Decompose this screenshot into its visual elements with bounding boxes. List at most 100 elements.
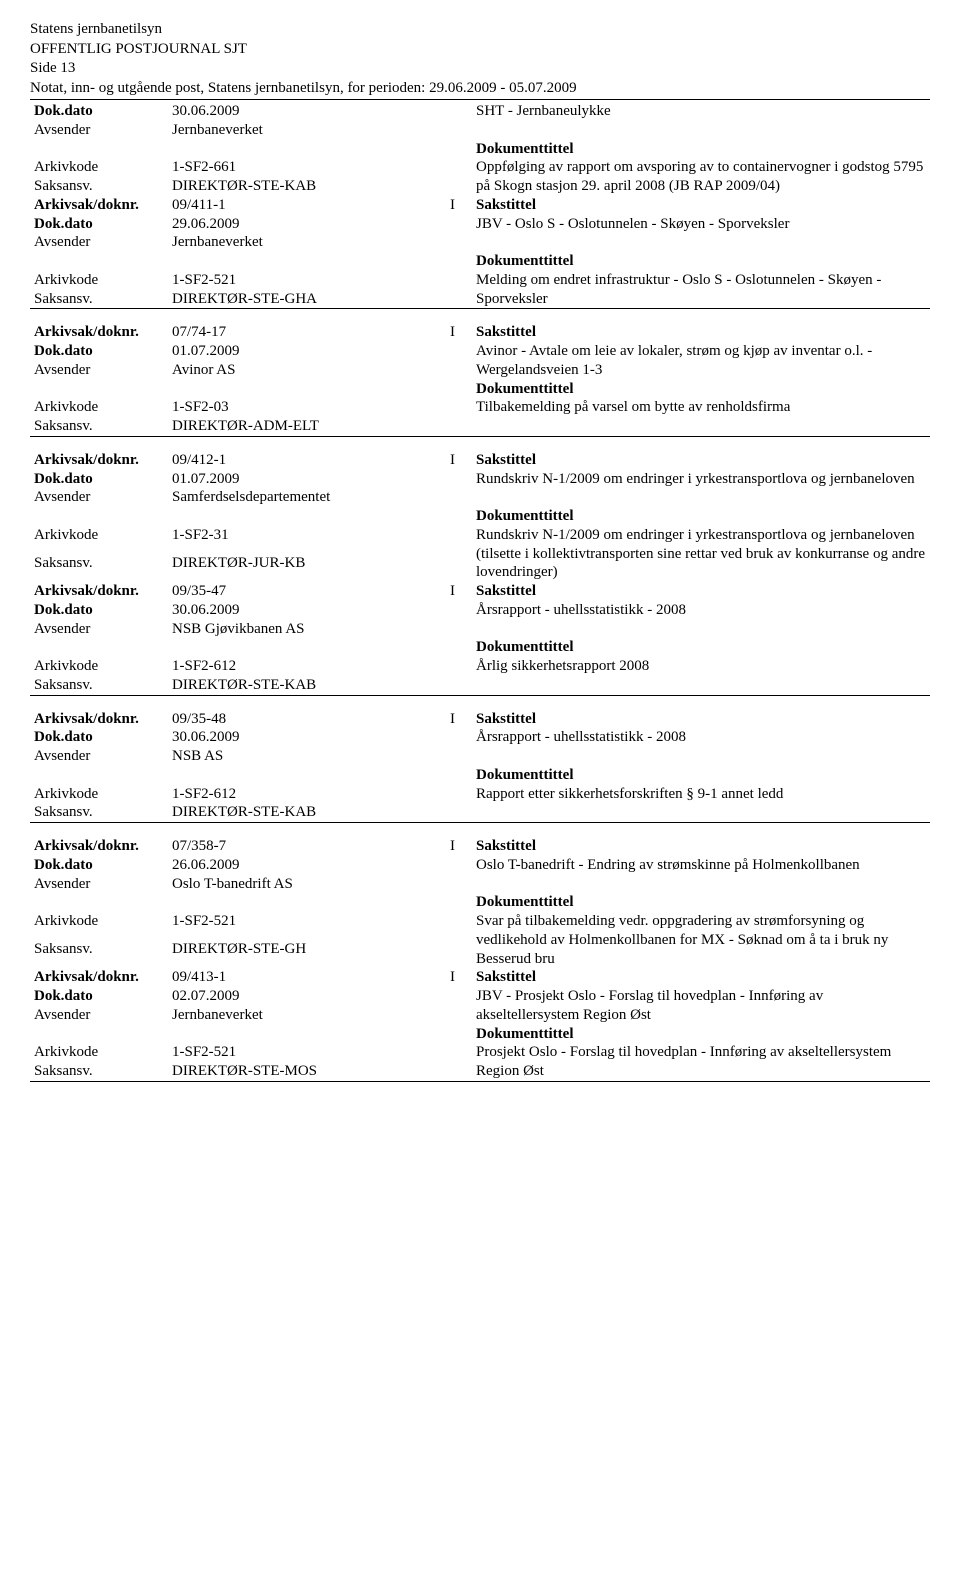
label-arkivkode: Arkivkode [30,158,168,177]
value-saksansv: DIREKTØR-STE-KAB [168,177,446,196]
value-arkivkode: 1-SF2-31 [168,526,446,554]
value-avsender: Oslo T-banedrift AS [168,875,446,894]
io-indicator: I [446,451,472,470]
label-avsender: Avsender [30,620,168,639]
label-sakstittel: Sakstittel [472,968,930,987]
value-arkivkode: 1-SF2-612 [168,657,446,676]
value-dokdato: 01.07.2009 [168,342,446,361]
label-arkivkode: Arkivkode [30,398,168,417]
value-sakstext: JBV - Oslo S - Oslotunnelen - Skøyen - S… [472,215,930,253]
label-arkivsak: Arkivsak/doknr. [30,323,168,342]
value-sakstext: Avinor - Avtale om leie av lokaler, strø… [472,342,930,380]
header-org: Statens jernbanetilsyn [30,20,930,40]
value-doktext: Rundskriv N-1/2009 om endringer i yrkest… [472,526,930,582]
label-dokumenttittel: Dokumenttittel [472,140,930,159]
label-sakstittel: Sakstittel [472,582,930,601]
label-sakstittel: Sakstittel [472,323,930,342]
value-doktext: Prosjekt Oslo - Forslag til hovedplan - … [472,1043,930,1081]
value-dokdato: 29.06.2009 [168,215,446,234]
label-sakstittel: Sakstittel [472,837,930,856]
value-dokdato: 02.07.2009 [168,987,446,1006]
value-avsender: NSB AS [168,747,446,766]
label-avsender: Avsender [30,747,168,766]
label-dokdato: Dok.dato [30,102,168,121]
value-arkivsak: 07/358-7 [168,837,446,856]
value-sakstext: Rundskriv N-1/2009 om endringer i yrkest… [472,470,930,508]
header-page: Side 13 [30,59,930,79]
value-saksansv: DIREKTØR-STE-MOS [168,1062,446,1081]
label-sakstittel: Sakstittel [472,451,930,470]
journal-table: Dok.dato30.06.2009SHT - JernbaneulykkeAv… [30,102,930,1082]
value-sakstext: Oslo T-banedrift - Endring av strømskinn… [472,856,930,894]
value-arkivsak: 09/412-1 [168,451,446,470]
label-dokdato: Dok.dato [30,215,168,234]
header-period: Notat, inn- og utgående post, Statens je… [30,79,930,101]
io-indicator: I [446,582,472,601]
value-dokdato: 30.06.2009 [168,601,446,620]
label-sakstittel: Sakstittel [472,710,930,729]
value-avsender: Jernbaneverket [168,121,446,140]
value-saksansv: DIREKTØR-STE-GHA [168,290,446,309]
value-doktext: Rapport etter sikkerhetsforskriften § 9-… [472,785,930,823]
value-arkivsak: 09/35-47 [168,582,446,601]
label-arkivkode: Arkivkode [30,785,168,804]
label-saksansv: Saksansv. [30,290,168,309]
value-arkivsak: 09/411-1 [168,196,446,215]
label-dokumenttittel: Dokumenttittel [472,1025,930,1044]
label-saksansv: Saksansv. [30,1062,168,1081]
label-dokdato: Dok.dato [30,987,168,1006]
header-title: OFFENTLIG POSTJOURNAL SJT [30,40,930,60]
label-sakstittel: Sakstittel [472,196,930,215]
value-arkivsak: 09/413-1 [168,968,446,987]
value-arkivkode: 1-SF2-521 [168,1043,446,1062]
label-dokdato: Dok.dato [30,342,168,361]
label-dokdato: Dok.dato [30,728,168,747]
value-doktext: Tilbakemelding på varsel om bytte av ren… [472,398,930,436]
value-avsender: Jernbaneverket [168,1006,446,1025]
value-saksansv: DIREKTØR-STE-KAB [168,803,446,822]
label-dokdato: Dok.dato [30,856,168,875]
value-sakstext: SHT - Jernbaneulykke [472,102,930,121]
value-arkivkode: 1-SF2-03 [168,398,446,417]
page-header: Statens jernbanetilsyn OFFENTLIG POSTJOU… [30,20,930,100]
label-arkivkode: Arkivkode [30,657,168,676]
label-saksansv: Saksansv. [30,417,168,436]
value-doktext: Svar på tilbakemelding vedr. oppgraderin… [472,912,930,968]
value-sakstext: JBV - Prosjekt Oslo - Forslag til hovedp… [472,987,930,1025]
label-saksansv: Saksansv. [30,803,168,822]
value-arkivkode: 1-SF2-521 [168,912,446,940]
value-saksansv: DIREKTØR-STE-KAB [168,676,446,695]
label-avsender: Avsender [30,233,168,252]
value-sakstext: Årsrapport - uhellsstatistikk - 2008 [472,728,930,766]
value-dokdato: 01.07.2009 [168,470,446,489]
label-avsender: Avsender [30,488,168,507]
label-arkivsak: Arkivsak/doknr. [30,968,168,987]
value-doktext: Oppfølging av rapport om avsporing av to… [472,158,930,196]
value-avsender: Avinor AS [168,361,446,380]
value-saksansv: DIREKTØR-ADM-ELT [168,417,446,436]
value-arkivkode: 1-SF2-661 [168,158,446,177]
value-sakstext: Årsrapport - uhellsstatistikk - 2008 [472,601,930,639]
label-avsender: Avsender [30,875,168,894]
label-arkivsak: Arkivsak/doknr. [30,837,168,856]
label-arkivsak: Arkivsak/doknr. [30,710,168,729]
label-saksansv: Saksansv. [30,676,168,695]
label-dokdato: Dok.dato [30,470,168,489]
label-arkivsak: Arkivsak/doknr. [30,451,168,470]
io-indicator: I [446,837,472,856]
value-avsender: Jernbaneverket [168,233,446,252]
io-indicator: I [446,968,472,987]
label-dokdato: Dok.dato [30,601,168,620]
label-avsender: Avsender [30,361,168,380]
value-avsender: Samferdselsdepartementet [168,488,446,507]
label-arkivkode: Arkivkode [30,526,168,554]
value-doktext: Årlig sikkerhetsrapport 2008 [472,657,930,695]
label-arkivsak: Arkivsak/doknr. [30,582,168,601]
label-dokumenttittel: Dokumenttittel [472,507,930,526]
label-dokumenttittel: Dokumenttittel [472,766,930,785]
value-dokdato: 26.06.2009 [168,856,446,875]
label-saksansv: Saksansv. [30,177,168,196]
io-indicator: I [446,323,472,342]
value-saksansv: DIREKTØR-STE-GH [168,940,446,968]
label-dokumenttittel: Dokumenttittel [472,252,930,271]
